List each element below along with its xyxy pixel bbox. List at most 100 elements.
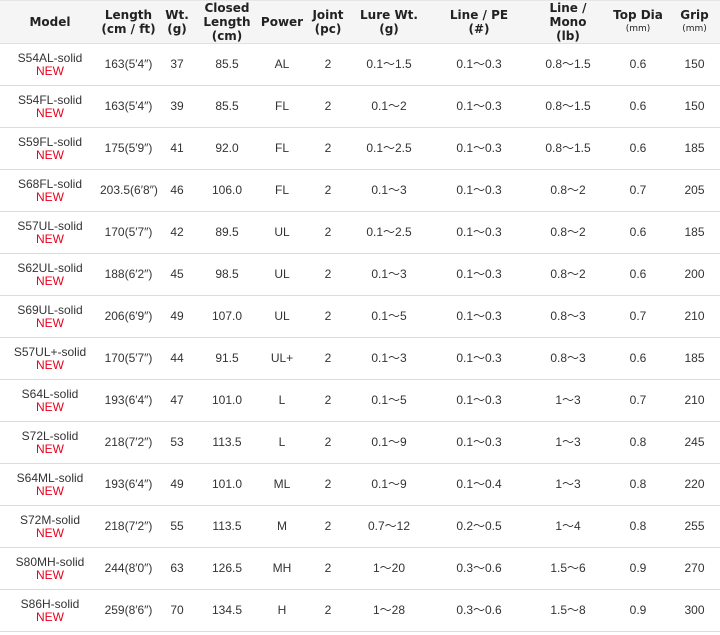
cell-grip: 185 (669, 211, 720, 254)
cell-value: 49 (170, 309, 184, 323)
cell-power: L (257, 379, 307, 422)
cell-line-pe: 0.1〜0.3 (429, 253, 529, 296)
cell-lure-weight: 0.7〜12 (349, 505, 429, 548)
cell-value: 70 (170, 603, 184, 617)
cell-grip: 150 (669, 85, 720, 128)
cell-value: 113.5 (212, 519, 242, 533)
cell-value: 2 (324, 603, 332, 617)
cell-closed-length: 91.5 (197, 337, 257, 380)
header-label: Grip (680, 8, 709, 22)
cell-value: S64L-solid (21, 386, 79, 401)
cell-value: L (278, 393, 286, 407)
cell-value: 210 (684, 393, 705, 407)
cell-length: 193(6′4″) (100, 463, 157, 506)
cell-value: MH (272, 561, 292, 575)
cell-value: 0.8〜1.5 (545, 57, 591, 71)
cell-line-pe: 0.1〜0.3 (429, 85, 529, 128)
cell-line-pe: 0.1〜0.3 (429, 127, 529, 170)
cell-lure-weight: 0.1〜3 (349, 337, 429, 380)
table-row: S80MH-solid NEW 244(8′0″) 63 126.5 MH 2 1〜20 0.3… (0, 547, 720, 590)
cell-value: 255 (684, 519, 705, 533)
cell-value: 203.5(6′8″) (100, 183, 158, 197)
cell-value: 0.1〜9 (371, 435, 407, 449)
cell-top-dia: 0.9 (607, 589, 669, 632)
cell-weight: 44 (157, 337, 197, 380)
cell-grip: 270 (669, 547, 720, 590)
cell-value: S57UL+-solid (13, 344, 87, 359)
cell-value: 188(6′2″) (104, 267, 153, 281)
cell-grip: 200 (669, 253, 720, 296)
cell-value: 0.7〜12 (367, 519, 411, 533)
new-badge: NEW (36, 483, 64, 498)
cell-joint: 2 (307, 253, 349, 296)
table-row: S57UL+-solid NEW 170(5′7″) 44 91.5 UL+ 2 0.1〜3 0… (0, 337, 720, 380)
cell-value: 170(5′7″) (104, 351, 153, 365)
header-label: Length (104, 8, 153, 22)
cell-grip: 300 (669, 589, 720, 632)
cell-line-pe: 0.1〜0.3 (429, 379, 529, 422)
cell-weight: 47 (157, 379, 197, 422)
cell-value: 0.1〜2 (371, 99, 407, 113)
cell-model: S59FL-solid NEW (0, 127, 100, 170)
cell-value: 206(6′9″) (104, 309, 153, 323)
header-label: Lure Wt. (360, 8, 418, 22)
cell-value: ML (273, 477, 291, 491)
cell-lure-weight: 0.1〜1.5 (349, 43, 429, 86)
cell-value: 92.0 (215, 141, 239, 155)
cell-length: 218(7′2″) (100, 505, 157, 548)
cell-model: S62UL-solid NEW (0, 253, 100, 296)
cell-top-dia: 0.7 (607, 169, 669, 212)
header-label: Top Dia (613, 8, 663, 22)
new-badge: NEW (36, 609, 64, 624)
new-badge: NEW (36, 399, 64, 414)
cell-value: S64ML-solid (16, 470, 84, 485)
cell-top-dia: 0.8 (607, 421, 669, 464)
cell-joint: 2 (307, 127, 349, 170)
cell-value: 0.1〜5 (371, 393, 407, 407)
cell-value: 0.8 (629, 477, 647, 491)
cell-value: 2 (324, 99, 332, 113)
cell-value: FL (274, 183, 289, 197)
cell-value: S72L-solid (21, 428, 79, 443)
table-row: S72L-solid NEW 218(7′2″) 53 113.5 L 2 0.1〜9 0.1〜… (0, 421, 720, 464)
cell-value: AL (274, 57, 290, 71)
cell-value: 163(5′4″) (104, 99, 153, 113)
cell-top-dia: 0.9 (607, 547, 669, 590)
cell-value: UL (274, 309, 290, 323)
new-badge: NEW (36, 315, 64, 330)
cell-line-pe: 0.1〜0.3 (429, 337, 529, 380)
cell-top-dia: 0.6 (607, 85, 669, 128)
cell-value: M (277, 519, 287, 533)
cell-value: 85.5 (215, 57, 239, 71)
cell-value: 1〜20 (372, 561, 406, 575)
cell-value: S59FL-solid (17, 134, 83, 149)
cell-value: 0.1〜0.3 (456, 57, 502, 71)
table-row: S72M-solid NEW 218(7′2″) 55 113.5 M 2 0.7〜12 0.2… (0, 505, 720, 548)
header-unit: (g) (379, 22, 399, 36)
cell-length: 193(6′4″) (100, 379, 157, 422)
cell-weight: 46 (157, 169, 197, 212)
cell-length: 206(6′9″) (100, 295, 157, 338)
cell-lure-weight: 1〜20 (349, 547, 429, 590)
cell-line-pe: 0.3〜0.6 (429, 589, 529, 632)
cell-model: S86H-solid NEW (0, 589, 100, 632)
cell-value: 0.2〜0.5 (456, 519, 502, 533)
header-label: Wt. (165, 8, 189, 22)
new-badge: NEW (36, 273, 64, 288)
cell-line-pe: 0.3〜0.6 (429, 547, 529, 590)
cell-value: 245 (684, 435, 705, 449)
cell-value: 300 (684, 603, 705, 617)
cell-value: 0.6 (629, 57, 647, 71)
cell-length: 175(5′9″) (100, 127, 157, 170)
header-label: Closed Length (203, 1, 251, 29)
cell-value: 150 (684, 99, 705, 113)
cell-model: S69UL-solid NEW (0, 295, 100, 338)
cell-closed-length: 134.5 (197, 589, 257, 632)
cell-value: 0.1〜0.3 (456, 141, 502, 155)
cell-value: 63 (170, 561, 184, 575)
cell-line-mono: 1〜3 (529, 421, 607, 464)
cell-value: H (277, 603, 287, 617)
cell-value: 89.5 (215, 225, 239, 239)
cell-power: FL (257, 169, 307, 212)
cell-weight: 49 (157, 295, 197, 338)
